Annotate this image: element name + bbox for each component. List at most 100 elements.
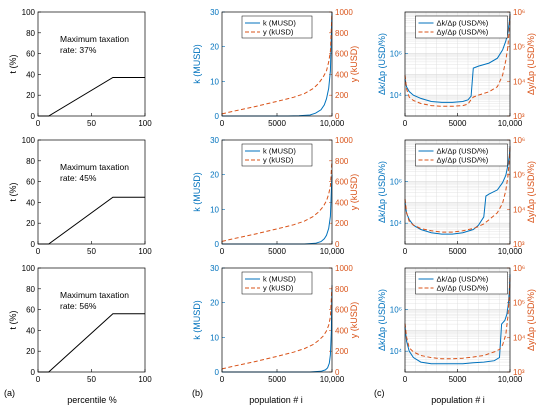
x-tick-label: 100 xyxy=(138,247,152,256)
y-tick-label: 40 xyxy=(26,198,35,207)
x-axis-label-b: population # i xyxy=(249,395,303,405)
y-tick-label-right: 10⁵ xyxy=(513,299,525,308)
y-tick-label: 20 xyxy=(26,219,35,228)
legend-box xyxy=(415,15,508,39)
x-axis-label-c: population # i xyxy=(431,395,485,405)
y-tick-label: 30 xyxy=(210,136,219,145)
y-tick-label: 20 xyxy=(26,347,35,356)
y-tick-label: 0 xyxy=(31,112,36,121)
y-axis-label-right: y (kUSD) xyxy=(349,46,359,83)
y-tick-label-right: 600 xyxy=(335,50,349,59)
y-tick-label: 10 xyxy=(210,205,219,214)
y-tick-label-right: 400 xyxy=(335,70,349,79)
y-tick-label-right: 10⁶ xyxy=(513,136,525,145)
legend-label: Δy/Δp (USD/%) xyxy=(437,156,489,165)
axes-frame xyxy=(37,267,146,373)
y-tick-label: 0 xyxy=(215,368,220,377)
x-tick-label: 0 xyxy=(403,247,408,256)
y-tick-label-right: 10⁶ xyxy=(513,8,525,17)
series-line-left xyxy=(222,174,333,245)
axes-frame xyxy=(221,11,333,117)
x-tick-label: 0 xyxy=(36,375,41,384)
x-tick-label: 5000 xyxy=(268,247,286,256)
y-axis-label-right: Δy/Δp (USD/%) xyxy=(526,161,536,223)
y-axis-label: t (%) xyxy=(8,182,18,201)
legend-label: Δk/Δp (USD/%) xyxy=(437,19,489,28)
y-tick-label-right: 10⁶ xyxy=(513,264,525,273)
y-tick-label: 60 xyxy=(26,178,35,187)
annotation-line-2: rate: 45% xyxy=(60,173,97,183)
y-tick-label: 0 xyxy=(215,240,220,249)
annotation-line-1: Maximum taxation xyxy=(60,290,129,300)
chart-a2: 0 50 100 0 20 40 60 80 100 t (%) Maximum taxationr… xyxy=(8,136,152,256)
x-tick-label: 0 xyxy=(220,119,225,128)
y-tick-label: 10 xyxy=(210,333,219,342)
y-tick-label-right: 0 xyxy=(335,112,340,121)
series-line-left xyxy=(404,13,511,103)
series-line-tax-curve xyxy=(38,196,145,245)
y-tick-label: 30 xyxy=(210,264,219,273)
x-tick-label: 5000 xyxy=(268,375,286,384)
y-tick-label-right: 200 xyxy=(335,91,349,100)
legend-label: Δk/Δp (USD/%) xyxy=(437,275,489,284)
y-tick-label: 100 xyxy=(22,264,36,273)
annotation-line-2: rate: 37% xyxy=(60,45,97,55)
x-tick-label: 5000 xyxy=(449,119,467,128)
y-axis-label-right: y (kUSD) xyxy=(349,174,359,211)
x-tick-label: 5000 xyxy=(268,119,286,128)
y-tick-label-right: 1000 xyxy=(335,8,353,17)
x-tick-label: 10,000 xyxy=(498,247,523,256)
y-axis-label: k (MUSD) xyxy=(192,44,202,84)
y-tick-label-right: 10⁴ xyxy=(513,333,526,342)
y-tick-label-right: 200 xyxy=(335,347,349,356)
y-tick-label-right: 1000 xyxy=(335,264,353,273)
legend-label: k (MUSD) xyxy=(263,275,296,284)
y-tick-label: 20 xyxy=(210,299,219,308)
y-tick-label: 100 xyxy=(22,8,36,17)
y-tick-label: 0 xyxy=(31,368,36,377)
x-tick-label: 0 xyxy=(403,375,408,384)
y-tick-label-right: 0 xyxy=(335,368,340,377)
legend-label: k (MUSD) xyxy=(263,19,296,28)
y-axis-label: k (MUSD) xyxy=(192,300,202,340)
y-tick-label-right: 10³ xyxy=(513,240,525,249)
annotation-line-2: rate: 56% xyxy=(60,301,97,311)
y-tick-label: 10⁴ xyxy=(390,347,403,356)
x-tick-label: 0 xyxy=(36,119,41,128)
y-tick-label: 10⁶ xyxy=(390,306,402,315)
legend-box xyxy=(415,271,508,295)
y-tick-label: 30 xyxy=(210,8,219,17)
x-tick-label: 50 xyxy=(87,375,96,384)
axes-frame xyxy=(221,267,333,373)
legend-label: y (kUSD) xyxy=(263,284,294,293)
x-axis-label-a: percentile % xyxy=(67,395,117,405)
y-tick-label-right: 600 xyxy=(335,306,349,315)
y-axis-label: t (%) xyxy=(8,310,18,329)
series-line-tax-curve xyxy=(38,313,145,373)
y-tick-label: 40 xyxy=(26,326,35,335)
y-axis-label-right: y (kUSD) xyxy=(349,302,359,339)
x-tick-label: 5000 xyxy=(449,375,467,384)
y-axis-label: k (MUSD) xyxy=(192,172,202,212)
y-tick-label-right: 10³ xyxy=(513,112,525,121)
y-axis-label: t (%) xyxy=(8,54,18,73)
y-tick-label: 20 xyxy=(210,171,219,180)
y-tick-label-right: 800 xyxy=(335,29,349,38)
x-tick-label: 10,000 xyxy=(320,247,345,256)
series-line-left xyxy=(222,285,333,373)
x-tick-label: 50 xyxy=(87,247,96,256)
legend-label: y (kUSD) xyxy=(263,156,294,165)
series-line-right xyxy=(404,145,511,233)
axes-frame xyxy=(221,139,333,245)
y-tick-label-right: 400 xyxy=(335,198,349,207)
y-tick-label-right: 0 xyxy=(335,240,340,249)
y-tick-label: 80 xyxy=(26,157,35,166)
y-tick-label-right: 10³ xyxy=(513,368,525,377)
x-tick-label: 10,000 xyxy=(498,119,523,128)
y-tick-label: 80 xyxy=(26,29,35,38)
